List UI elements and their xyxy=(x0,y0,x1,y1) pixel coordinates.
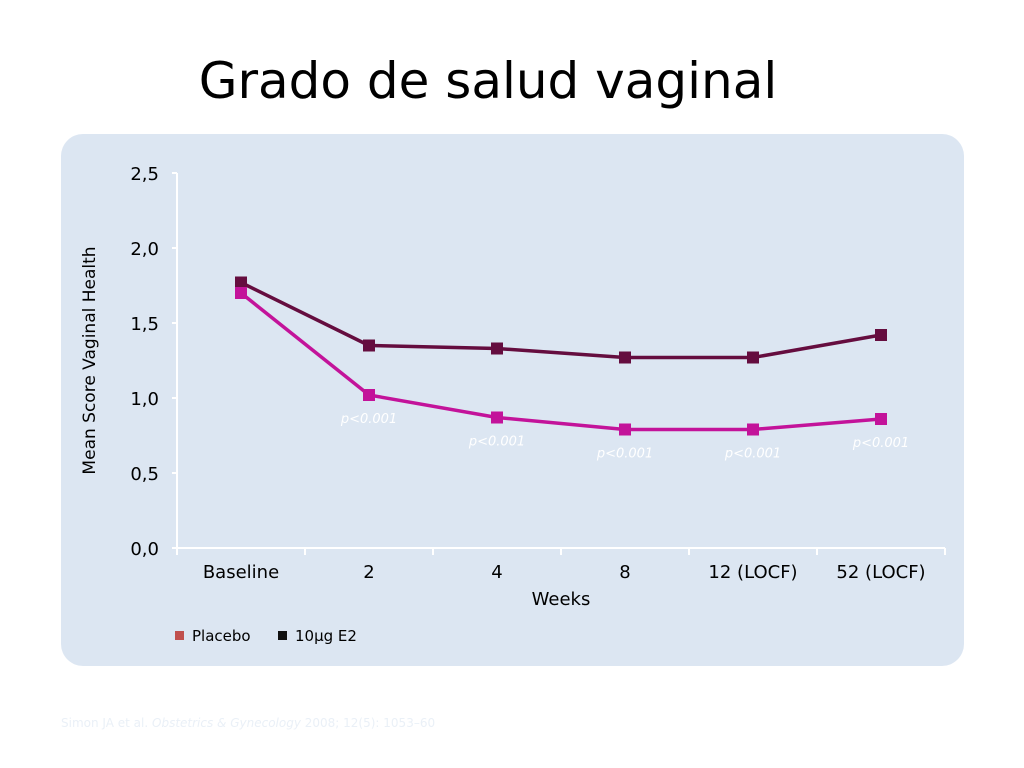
data-point-placebo xyxy=(619,423,631,436)
slide-title: Grado de salud vaginal xyxy=(198,52,778,110)
citation-authors: Simon JA et al. xyxy=(61,716,149,730)
data-point-e2 xyxy=(363,339,375,352)
data-point-placebo xyxy=(875,413,887,425)
y-axis-title: Mean Score Vaginal Health xyxy=(80,246,100,474)
legend-label-placebo: Placebo xyxy=(192,627,251,645)
legend-swatch-e2 xyxy=(278,631,287,640)
y-tick-label: 2,5 xyxy=(130,164,159,185)
p-value-annotation: p<0.001 xyxy=(852,436,909,451)
data-point-placebo xyxy=(747,423,759,436)
legend-swatch-placebo xyxy=(175,631,184,640)
data-point-placebo xyxy=(491,411,503,424)
chart-panel: 0,0 0,5 1,0 1,5 2,0 2,5 Baseline 2 4 8 12 (LOCF) 52… xyxy=(61,134,964,666)
line-chart: 0,0 0,5 1,0 1,5 2,0 2,5 Baseline 2 4 8 12 (LOCF) 52… xyxy=(80,164,946,645)
data-point-e2 xyxy=(875,329,887,341)
p-value-annotation: p<0.001 xyxy=(340,412,397,427)
p-value-annotation: p<0.001 xyxy=(596,447,653,462)
data-point-e2 xyxy=(747,351,759,364)
x-axis-title: Weeks xyxy=(532,589,591,610)
x-tick-label: 8 xyxy=(619,562,630,583)
y-tick-label: 1,0 xyxy=(130,389,159,410)
p-value-annotation: p<0.001 xyxy=(468,435,525,450)
citation: Simon JA et al. Obstetrics & Gynecology … xyxy=(61,716,435,730)
x-tick-label: 52 (LOCF) xyxy=(836,562,925,583)
y-tick-label: 2,0 xyxy=(130,239,159,260)
x-tick-label: 12 (LOCF) xyxy=(708,562,797,583)
series-line-placebo xyxy=(239,291,882,432)
y-tick-label: 1,5 xyxy=(130,314,159,335)
data-point-placebo xyxy=(235,287,247,299)
data-point-e2 xyxy=(235,276,247,289)
x-tick-label: Baseline xyxy=(203,562,279,583)
series-line-e2 xyxy=(240,280,882,360)
y-tick-label: 0,5 xyxy=(130,464,159,485)
x-tick-label: 2 xyxy=(363,562,374,583)
data-point-placebo xyxy=(363,389,375,401)
x-tick-label: 4 xyxy=(491,562,502,583)
p-value-annotation: p<0.001 xyxy=(724,447,781,462)
citation-journal: Obstetrics & Gynecology xyxy=(152,716,301,730)
legend-label-e2: 10µg E2 xyxy=(295,627,357,645)
data-point-e2 xyxy=(619,351,631,364)
y-tick-label: 0,0 xyxy=(130,539,159,560)
citation-details: 2008; 12(5): 1053–60 xyxy=(304,716,436,730)
data-point-e2 xyxy=(491,342,503,355)
